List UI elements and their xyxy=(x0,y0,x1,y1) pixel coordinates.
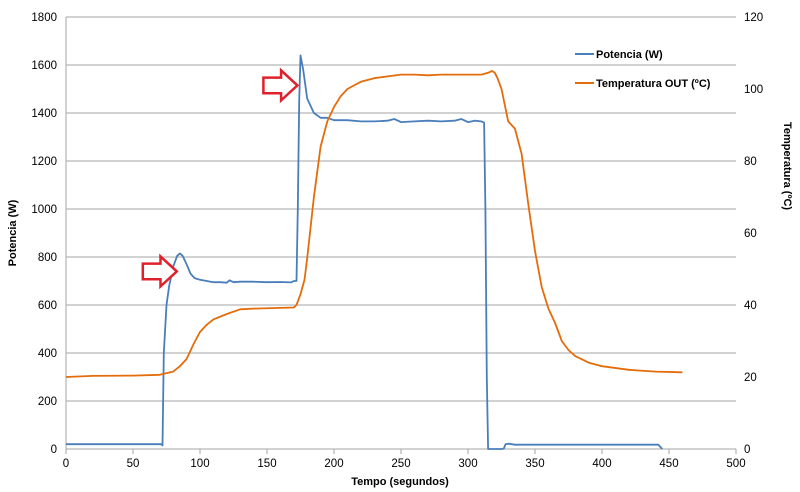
y-right-tick-label: 100 xyxy=(744,84,763,96)
x-tick-label: 500 xyxy=(726,458,745,470)
y-left-tick-label: 1800 xyxy=(31,12,57,24)
red-arrow-annotation xyxy=(262,67,300,104)
x-tick-label: 200 xyxy=(324,458,343,470)
y-right-tick-label: 40 xyxy=(744,300,757,312)
x-tick-label: 250 xyxy=(391,458,410,470)
y-left-tick-label: 400 xyxy=(38,348,57,360)
series-line-temperatura xyxy=(65,70,683,378)
series-line-potencia xyxy=(66,54,663,450)
y-left-tick-label: 200 xyxy=(38,396,57,408)
x-tick-label: 150 xyxy=(257,458,276,470)
y-axis-left-title: Potencia (W) xyxy=(7,199,19,266)
x-tick-label: 400 xyxy=(592,458,611,470)
gridlines xyxy=(66,16,736,450)
x-tick-label: 50 xyxy=(127,458,140,470)
y-left-tick-label: 1400 xyxy=(31,108,57,120)
y-left-tick-label: 600 xyxy=(38,300,57,312)
y-left-tick-label: 0 xyxy=(51,444,57,456)
y-right-tick-label: 120 xyxy=(744,12,763,24)
y-left-tick-label: 1200 xyxy=(31,156,57,168)
y-left-tick-label: 800 xyxy=(38,252,57,264)
x-tick-label: 300 xyxy=(458,458,477,470)
y-axis-right-title: Temperatura (ºC) xyxy=(781,122,793,210)
x-axis-title: Tempo (segundos) xyxy=(351,476,449,488)
y-right-tick-label: 80 xyxy=(744,156,757,168)
y-right-tick-label: 20 xyxy=(744,372,757,384)
x-tick-label: 0 xyxy=(63,458,69,470)
legend-label-potencia: Potencia (W) xyxy=(596,49,663,61)
y-right-tick-label: 0 xyxy=(744,444,750,456)
y-left-tick-label: 1000 xyxy=(31,204,57,216)
x-tick-label: 100 xyxy=(190,458,209,470)
red-arrow-annotation xyxy=(141,253,179,290)
legend-label-temperatura: Temperatura OUT (ºC) xyxy=(596,78,711,90)
y-right-tick-label: 60 xyxy=(744,228,757,240)
x-tick-label: 350 xyxy=(525,458,544,470)
y-left-tick-label: 1600 xyxy=(31,60,57,72)
x-tick-label: 450 xyxy=(659,458,678,470)
legend: Potencia (W) Temperatura OUT (ºC) xyxy=(575,49,711,90)
annotations xyxy=(141,67,300,290)
series-lines xyxy=(65,54,683,450)
